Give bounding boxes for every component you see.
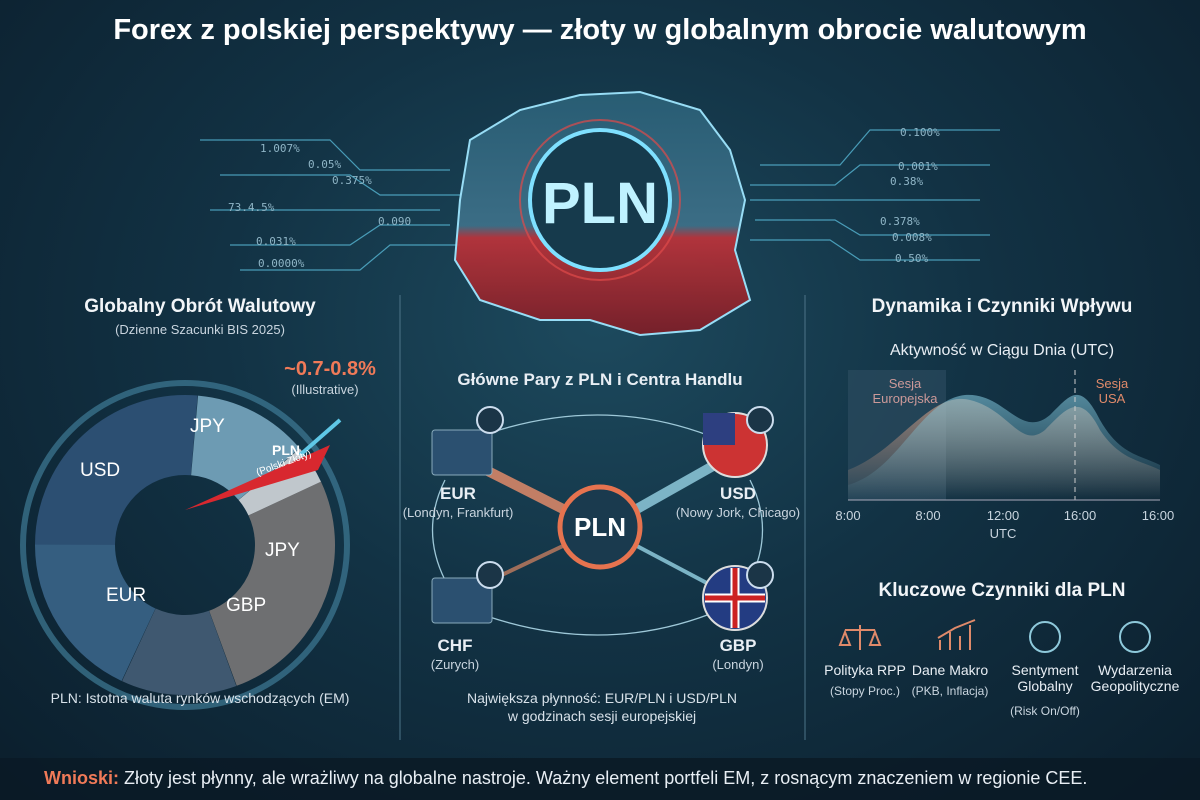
factor-note: (Stopy Proc.) [829,684,901,698]
node-centers: (Londyn) [712,657,764,672]
map-side-label: 0.008% [892,231,932,244]
map-side-label: 0.05% [308,158,342,171]
activity-area [848,394,1160,500]
map-side-label: 0.031% [256,235,296,248]
x-axis-label: UTC [989,526,1017,541]
factor-name: Wydarzenia Geopolityczne [1090,662,1180,694]
pln-emblem [528,128,672,272]
footer-lead: Wnioski: [44,768,119,788]
node-centers: (Londyn, Frankfurt) [402,505,514,520]
node-centers: (Nowy Jork, Chicago) [675,505,801,520]
pln-ring [519,119,681,281]
segment-label: USD [80,460,121,481]
map-side-label: 0.50% [895,252,929,265]
factor-icons [838,619,1151,653]
footnote: Największa płynność: EUR/PLN i USD/PLN [467,690,737,706]
factor-name: Dane Makro [911,662,989,678]
x-tick-label: 12:00 [986,508,1020,523]
footer: Wnioski: Złoty jest płynny, ale wrażliwy… [44,768,1087,789]
footer-text: Złoty jest płynny, ale wrażliwy na globa… [124,768,1088,788]
map-side-label: 0.375% [332,174,372,187]
x-tick-label: 8:00 [835,508,861,523]
panel-subtitle: (Dzienne Szacunki BIS 2025) [115,322,285,337]
node-label: USD [720,484,756,503]
footnote: w godzinach sesji europejskiej [507,708,697,724]
segment-label: JPY [190,416,225,437]
segment-label: EUR [106,585,147,606]
factor-name: Sentyment Globalny [1011,662,1079,694]
segment-label: JPY [265,540,300,561]
map-side-label: 0.0000% [258,257,305,270]
center-node: PLN [574,512,626,542]
node-centers: (Zurych) [430,657,480,672]
donut-ring [20,380,350,710]
map-side-label: 0.001% [898,160,938,173]
session-label: Sesja USA [1095,376,1129,406]
node-label: EUR [440,484,476,503]
x-tick-label: 8:00 [915,508,941,523]
map-side-label: 0.090 [378,215,412,228]
x-tick-label: 16:00 [1141,508,1175,523]
title: Forex z polskiej perspektywy — złoty w g… [113,14,1087,46]
map-side-label: 0.378% [880,215,920,228]
map-side-label: 0.100% [900,126,940,139]
node-label: CHF [437,636,473,655]
callout-note: (Illustrative) [291,382,359,397]
factor-note: (PKB, Inflacja) [911,684,989,698]
node-label: GBP [719,636,757,655]
panel-title: Globalny Obrót Walutowy [84,296,316,317]
factor-note: (Risk On/Off) [1010,704,1080,718]
pln-label: PLN [542,171,658,236]
factor-name: Polityka RPP [824,662,906,678]
segment-label: GBP [226,595,267,616]
footnote: PLN: Istotna waluta rynków wschodzących … [50,690,350,706]
flags [431,406,774,631]
pln-wedge [185,445,330,510]
map-side-label: 73.4.5% [228,201,275,214]
map-side-label: 0.38% [890,175,924,188]
pln-node [557,484,643,570]
panel-title: Główne Pary z PLN i Centra Handlu [457,370,743,389]
callout: ~0.7-0.8% [284,358,376,380]
segment-label: PLN [272,442,300,458]
panel-title: Dynamika i Czynniki Wpływu [871,296,1133,317]
factors-title: Kluczowe Czynniki dla PLN [878,580,1126,601]
chart-title: Aktywność w Ciągu Dnia (UTC) [889,342,1115,359]
map-side-label: 1.007% [260,142,300,155]
footer-band [0,758,1200,800]
circuit-lines [200,129,1000,271]
pln-arrow [298,418,342,457]
session-label: Sesja Europejska [872,376,938,406]
x-tick-label: 16:00 [1063,508,1097,523]
